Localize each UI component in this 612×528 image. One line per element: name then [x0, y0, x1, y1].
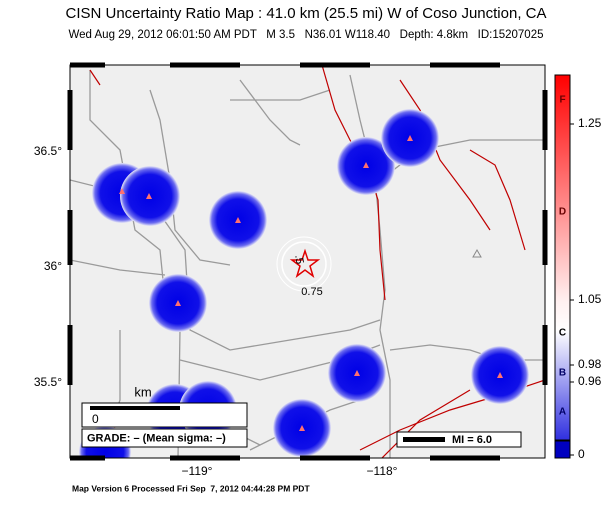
contour-label: .5 — [292, 254, 305, 265]
contour — [281, 241, 327, 287]
contour-label: 0.75 — [301, 286, 322, 298]
grade-letter: D — [559, 207, 566, 218]
subtitle: Wed Aug 29, 2012 06:01:50 AM PDT M 3.5 N… — [69, 29, 544, 41]
grade-letter: C — [559, 328, 566, 339]
colorbar-tick: 0 — [578, 447, 585, 461]
map-frame — [67, 62, 548, 461]
scale-unit: km — [134, 384, 151, 399]
grade: GRADE: – (Mean sigma: –) — [87, 432, 226, 444]
lon-label: −118° — [367, 464, 398, 478]
grade-box — [81, 428, 248, 448]
scale-zero: 0 — [92, 412, 99, 426]
lon-label: −119° — [182, 464, 213, 478]
scale-bar: km 0 — [81, 384, 248, 428]
intensity-box — [396, 431, 522, 448]
station-marker-empty — [472, 248, 482, 258]
lat-label: 35.5° — [34, 375, 62, 389]
grade-letter: F — [559, 95, 565, 106]
title: CISN Uncertainty Ratio Map : 41.0 km (25… — [65, 5, 546, 22]
colorbar-tick: 0.98 — [578, 357, 602, 371]
intensity: MI = 6.0 — [452, 434, 492, 446]
lat-label: 36° — [44, 259, 62, 273]
grade-letter: B — [559, 368, 566, 379]
grade-letter: A — [559, 407, 566, 418]
lat-label: 36.5° — [34, 144, 62, 158]
footer: Map Version 6 Processed Fri Sep 7, 2012 … — [72, 483, 310, 493]
colorbar-tick: 1.05 — [578, 292, 602, 306]
intensity-bar — [403, 437, 445, 442]
colorbar: F D C B A 1.25 1.05 0.98 0.96 0 — [554, 74, 602, 461]
colorbar-tick: 0.96 — [578, 374, 602, 388]
contour — [276, 236, 332, 292]
colorbar-tick: 1.25 — [578, 116, 602, 130]
epicenter — [289, 248, 321, 278]
